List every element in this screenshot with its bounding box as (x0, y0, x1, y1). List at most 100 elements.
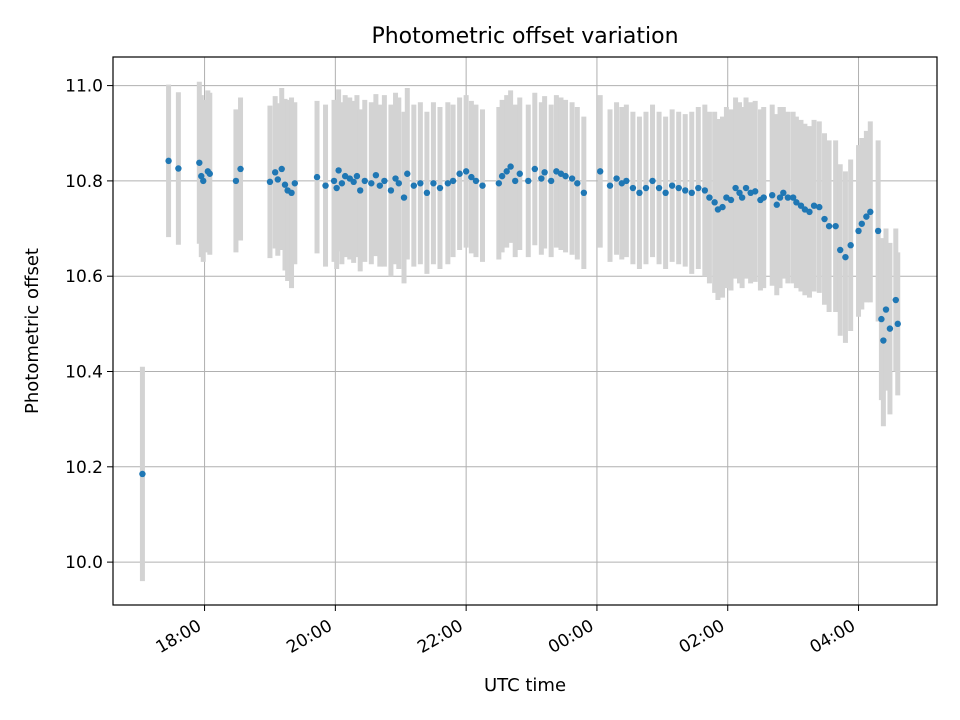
data-point (266, 178, 274, 186)
data-point (606, 182, 614, 189)
data-point (806, 208, 813, 216)
data-point (688, 189, 695, 197)
data-point (711, 199, 718, 206)
data-point (892, 296, 899, 304)
data-point (392, 175, 399, 182)
data-point (597, 168, 604, 175)
y-tick-label: 10.6 (65, 267, 103, 287)
data-point (338, 180, 346, 187)
data-point (196, 159, 203, 166)
data-point (562, 172, 569, 180)
data-point (847, 242, 854, 249)
data-point (701, 187, 709, 194)
data-point (727, 196, 735, 204)
data-point (547, 177, 555, 185)
data-point (842, 253, 849, 261)
y-tick-label: 10.8 (65, 172, 103, 192)
data-point (695, 184, 702, 192)
data-point (668, 182, 676, 189)
data-point (780, 189, 787, 197)
data-point (507, 163, 514, 170)
data-point (863, 213, 870, 220)
data-point (810, 202, 818, 209)
data-point (456, 170, 463, 177)
data-point (682, 187, 689, 194)
data-point (206, 170, 213, 177)
data-point (797, 202, 805, 209)
data-point (423, 189, 431, 197)
data-point (335, 167, 342, 174)
y-axis-label: Photometric offset (22, 248, 43, 414)
x-axis-label: UTC time (484, 675, 566, 696)
data-point (882, 306, 890, 313)
data-point (769, 191, 776, 199)
data-point (675, 184, 682, 192)
data-point (462, 168, 470, 175)
data-point (793, 199, 800, 206)
data-point (333, 184, 340, 192)
data-point (361, 177, 368, 185)
data-point (751, 188, 759, 195)
data-point (867, 208, 874, 216)
data-point (288, 189, 295, 197)
data-point (516, 170, 523, 177)
data-point (430, 180, 437, 187)
data-point (874, 227, 882, 235)
data-point (837, 246, 844, 254)
data-point (784, 194, 792, 201)
data-point (574, 180, 581, 187)
data-point (880, 337, 887, 344)
data-point (381, 177, 388, 185)
data-point (642, 184, 650, 192)
data-point (832, 222, 839, 230)
data-point (636, 189, 643, 197)
data-point (503, 168, 510, 175)
y-tick-label: 10.2 (65, 458, 103, 478)
data-point (278, 165, 285, 173)
data-point (773, 201, 780, 208)
data-point (623, 177, 630, 185)
data-point (468, 173, 475, 181)
data-point (368, 180, 375, 187)
data-point (706, 194, 713, 201)
data-point (291, 180, 299, 187)
data-point (655, 184, 663, 192)
data-point (350, 178, 357, 186)
chart-title: Photometric offset variation (371, 24, 678, 49)
data-point (498, 172, 506, 180)
data-point (281, 181, 289, 188)
data-point (858, 220, 865, 227)
data-point (580, 189, 588, 197)
data-point (313, 173, 321, 181)
data-point (789, 194, 797, 201)
data-point (736, 189, 743, 197)
data-point (372, 171, 380, 179)
data-point (410, 182, 418, 189)
data-point (274, 176, 281, 183)
data-point (495, 180, 503, 187)
data-point (531, 165, 539, 173)
data-point (878, 315, 885, 323)
data-point (322, 182, 329, 189)
y-tick-label: 10.4 (65, 363, 103, 383)
data-point (525, 177, 532, 185)
y-axis-ticks: 10.0 10.2 10.4 10.6 10.8 11.0 (65, 77, 113, 573)
data-point (855, 227, 862, 235)
data-point (165, 157, 172, 165)
data-point (237, 165, 244, 173)
data-point (568, 175, 576, 182)
data-point (357, 187, 364, 194)
data-point (479, 182, 486, 189)
data-point (816, 203, 823, 211)
plot-frame (112, 56, 938, 606)
data-point (404, 170, 411, 177)
y-tick-label: 11.0 (65, 77, 103, 97)
data-point (821, 215, 828, 223)
data-point (613, 175, 620, 182)
data-point (732, 184, 739, 192)
data-point (436, 184, 444, 192)
data-point (649, 177, 656, 185)
data-points (139, 157, 901, 478)
